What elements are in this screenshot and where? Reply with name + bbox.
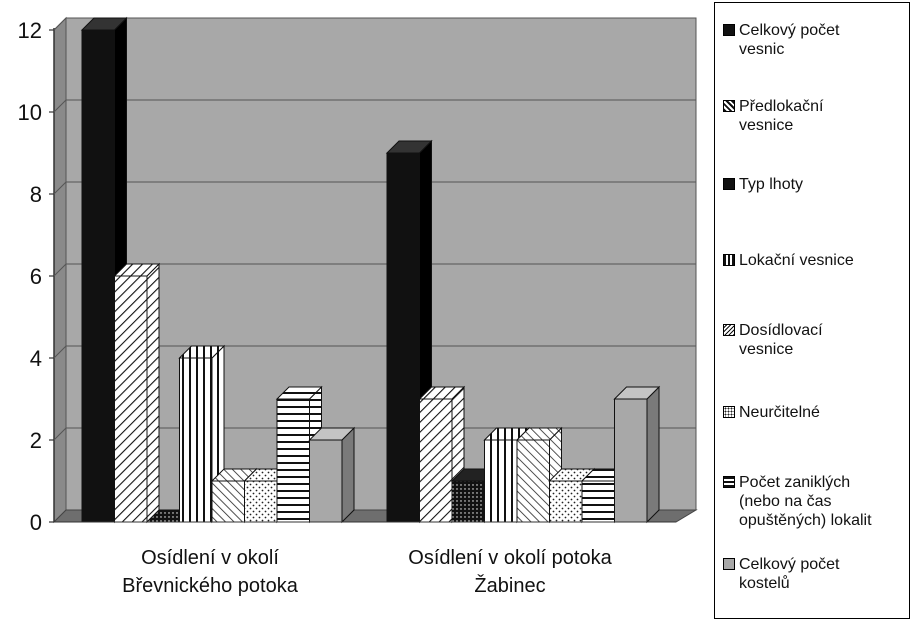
- y-tick-label: 8: [30, 182, 42, 207]
- legend-swatch: [723, 476, 735, 488]
- legend-label: Předlokační vesnice: [739, 98, 824, 134]
- y-tick-label: 10: [18, 100, 42, 125]
- bar: [613, 385, 661, 524]
- legend-item: Dosídlovací vesnice: [723, 321, 907, 359]
- bar-group: [385, 139, 661, 524]
- bar-front: [309, 439, 343, 523]
- legend-swatch: [723, 558, 735, 570]
- bars: [80, 16, 661, 524]
- bar-front: [516, 439, 550, 523]
- bar-group: [80, 16, 356, 524]
- legend-swatch: [723, 324, 735, 336]
- category-label: Žabinec: [474, 574, 545, 597]
- y-tick-label: 0: [30, 510, 42, 535]
- legend-label: Neurčitelné: [739, 404, 820, 421]
- y-tick-label: 2: [30, 428, 42, 453]
- legend-swatch: [723, 406, 735, 418]
- bar-front: [81, 29, 115, 523]
- y-axis: 0 2 4 6 8 10 12: [18, 17, 696, 535]
- legend-item: Celkový počet kostelů: [723, 555, 907, 593]
- x-axis: Osídlení v okolí Břevnického potoka Osídle…: [54, 521, 676, 597]
- gridline: [53, 427, 696, 441]
- bar-front: [419, 398, 453, 523]
- legend-label: Lokační vesnice: [739, 252, 854, 269]
- bar-front: [276, 398, 310, 523]
- bar-front: [451, 480, 485, 523]
- legend-item: Počet zaniklých (nebo na čas opuštěných) l…: [723, 473, 907, 530]
- bar-front: [484, 439, 518, 523]
- legend-swatch: [723, 178, 735, 190]
- bar-front: [179, 357, 213, 523]
- legend-label: Dosídlovací vesnice: [739, 322, 823, 358]
- gridline: [53, 17, 696, 31]
- legend-swatch: [723, 24, 735, 36]
- bar-side: [646, 385, 660, 524]
- category-label: Osídlení v okolí: [141, 547, 279, 569]
- legend-item: Předlokační vesnice: [723, 97, 907, 135]
- legend-swatch: [723, 254, 735, 266]
- bar-side: [341, 426, 355, 524]
- legend-label: Celkový počet vesnic: [739, 22, 840, 58]
- bar-front: [244, 480, 278, 523]
- legend-item: Neurčitelné: [723, 403, 907, 422]
- bar-side: [146, 262, 160, 524]
- bar-front: [581, 480, 615, 523]
- bar-front: [386, 152, 420, 523]
- bar: [113, 262, 161, 524]
- legend-swatch: [723, 100, 735, 112]
- bar-front: [614, 398, 648, 523]
- bar: [308, 426, 356, 524]
- y-tick-label: 4: [30, 346, 42, 371]
- legend-item: Lokační vesnice: [723, 251, 907, 270]
- category-label: Břevnického potoka: [122, 575, 299, 597]
- bar-front: [549, 480, 583, 523]
- gridline: [53, 345, 696, 359]
- bar-front: [114, 275, 148, 523]
- legend-item: Typ lhoty: [723, 175, 907, 194]
- y-tick-label: 6: [30, 264, 42, 289]
- legend-label: Celkový počet kostelů: [739, 556, 840, 592]
- legend-label: Počet zaniklých (nebo na čas opuštěných) l…: [739, 474, 872, 529]
- legend-label: Typ lhoty: [739, 176, 804, 193]
- gridline: [53, 263, 696, 277]
- category-label: Osídlení v okolí potoka: [408, 547, 612, 569]
- legend: Celkový počet vesnic Předlokační vesnice Typ…: [714, 2, 910, 619]
- bar-front: [211, 480, 245, 523]
- y-tick-label: 12: [18, 18, 42, 43]
- gridline: [53, 181, 696, 195]
- gridline: [53, 99, 696, 113]
- legend-item: Celkový počet vesnic: [723, 21, 907, 59]
